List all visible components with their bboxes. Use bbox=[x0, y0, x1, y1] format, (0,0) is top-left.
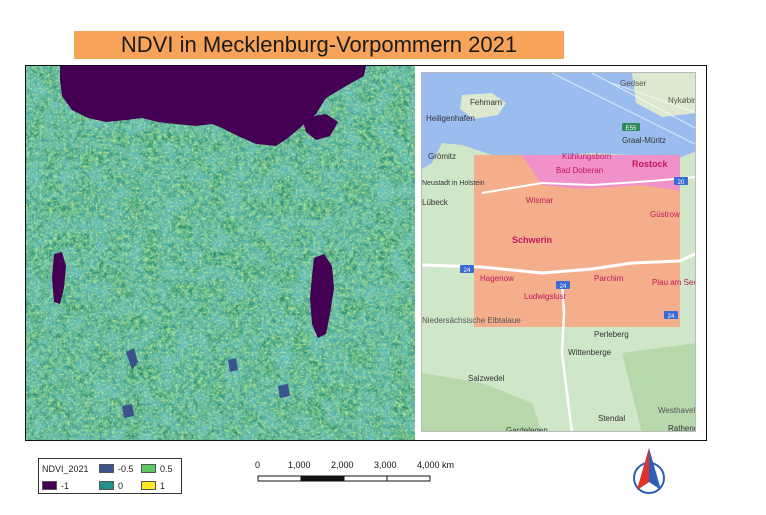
legend-header: NDVI_2021 bbox=[42, 464, 89, 474]
place-heiligenhafen: Heiligenhafen bbox=[426, 114, 475, 123]
panel-divider bbox=[415, 66, 421, 440]
place-rostock: Rostock bbox=[632, 159, 669, 169]
place-rathenow: Rathenow bbox=[668, 424, 696, 432]
place-plau-am-see: Plau am See bbox=[652, 278, 696, 287]
svg-text:24: 24 bbox=[464, 268, 471, 274]
road-shield-24-b: 24 bbox=[556, 281, 570, 290]
place-neustadt: Neustadt in Holstein bbox=[422, 180, 485, 187]
baltic-sea bbox=[60, 66, 366, 146]
road-shield-e55: E55 bbox=[622, 123, 640, 132]
place-gardelegen: Gardelegen bbox=[506, 426, 548, 432]
lake-mueritz bbox=[310, 254, 334, 338]
legend-swatch-minus05 bbox=[99, 464, 114, 473]
legend-label-0: 0 bbox=[118, 481, 124, 491]
place-gedser: Gedser bbox=[620, 79, 647, 88]
lake-schwerin bbox=[52, 252, 66, 304]
place-kuehlungsborn: Kühlungsborn bbox=[562, 152, 611, 161]
north-arrow bbox=[628, 446, 670, 498]
place-stendal: Stendal bbox=[598, 414, 625, 423]
place-westhavelland: Westhavelland bbox=[658, 406, 696, 415]
scale-label-2000: 2,000 bbox=[331, 460, 354, 470]
svg-text:24: 24 bbox=[560, 284, 567, 290]
legend-label-05: 0.5 bbox=[160, 464, 173, 474]
svg-text:20: 20 bbox=[678, 180, 685, 186]
scale-label-1000: 1,000 bbox=[288, 460, 311, 470]
place-fehmarn: Fehmarn bbox=[470, 98, 502, 107]
place-bad-doberan: Bad Doberan bbox=[556, 166, 603, 175]
map-title: NDVI in Mecklenburg-Vorpommern 2021 bbox=[74, 31, 564, 59]
place-wittenberge: Wittenberge bbox=[568, 348, 612, 357]
road-shield-24-a: 24 bbox=[460, 265, 474, 274]
road-shield-20: 20 bbox=[674, 177, 688, 186]
place-schwerin: Schwerin bbox=[512, 235, 552, 245]
scale-label-0: 0 bbox=[255, 460, 260, 470]
scale-segment-1 bbox=[257, 475, 302, 482]
road-shield-24-c: 24 bbox=[664, 311, 678, 320]
place-elbtalaue: Niedersächsische Elbtalaue bbox=[422, 316, 521, 325]
place-parchim: Parchim bbox=[594, 274, 624, 283]
inset-reference-map: E55 20 24 24 24 Gedser Fehmarn Heiligenh… bbox=[421, 72, 696, 432]
svg-text:E55: E55 bbox=[626, 126, 637, 132]
legend-swatch-1 bbox=[141, 481, 156, 490]
ndvi-legend: NDVI_2021 -1 -0.5 0 0.5 1 bbox=[38, 458, 182, 494]
place-nykobing: Nykøbing Falster bbox=[668, 96, 696, 105]
legend-swatch-0 bbox=[99, 481, 114, 490]
place-hagenow: Hagenow bbox=[480, 274, 514, 283]
scale-segment-4 bbox=[386, 475, 431, 482]
legend-swatch-minus1 bbox=[42, 481, 57, 490]
svg-text:24: 24 bbox=[668, 314, 675, 320]
place-salzwedel: Salzwedel bbox=[468, 374, 505, 383]
place-groemitz: Grömitz bbox=[428, 152, 456, 161]
legend-label-1: 1 bbox=[160, 481, 166, 491]
scale-label-3000: 3,000 bbox=[374, 460, 397, 470]
place-luebeck: Lübeck bbox=[422, 198, 449, 207]
scale-bar: 0 1,000 2,000 3,000 4,000 km bbox=[252, 458, 467, 488]
legend-swatch-05 bbox=[141, 464, 156, 473]
place-perleberg: Perleberg bbox=[594, 330, 629, 339]
legend-label-minus1: -1 bbox=[61, 481, 70, 491]
place-ludwigslust: Ludwigslust bbox=[524, 292, 567, 301]
legend-label-minus05: -0.5 bbox=[118, 464, 134, 474]
ndvi-raster-map bbox=[26, 66, 415, 440]
scale-label-4000: 4,000 km bbox=[417, 460, 454, 470]
place-wismar: Wismar bbox=[526, 196, 553, 205]
scale-segment-2 bbox=[300, 475, 345, 482]
place-guestrow: Güstrow bbox=[650, 210, 680, 219]
scale-segment-3 bbox=[343, 475, 388, 482]
place-graal-mueritz: Graal-Müritz bbox=[622, 136, 666, 145]
